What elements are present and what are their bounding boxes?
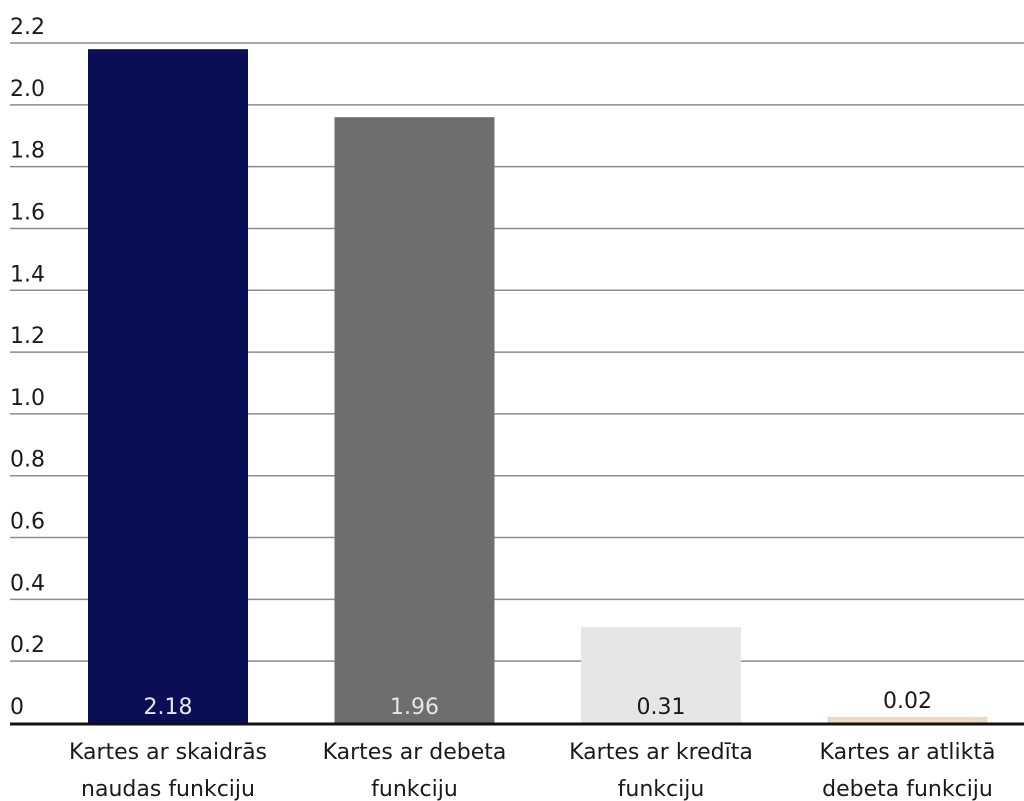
value-labels: 2.18 1.96 0.31 0.02 — [144, 689, 932, 720]
y-tick-label-0: 0 — [10, 695, 24, 720]
category-label-2-line-1: funkciju — [618, 777, 705, 801]
category-label-0-line-1: naudas funkciju — [81, 777, 255, 801]
category-label-1-line-0: Kartes ar debeta — [323, 740, 507, 765]
y-tick-label-6: 1.2 — [10, 324, 45, 349]
category-label-2-line-0: Kartes ar kredīta — [569, 740, 753, 765]
y-tick-label-8: 1.6 — [10, 200, 45, 225]
y-tick-label-5: 1.0 — [10, 386, 45, 411]
value-label-0: 2.18 — [144, 695, 193, 720]
bar-1 — [334, 117, 495, 723]
value-label-1: 1.96 — [390, 695, 439, 720]
value-label-2: 0.31 — [637, 695, 686, 720]
y-tick-label-1: 0.2 — [10, 633, 45, 658]
y-tick-label-10: 2.0 — [10, 77, 45, 102]
category-label-3-line-1: debeta funkciju — [822, 777, 993, 801]
y-tick-label-2: 0.4 — [10, 571, 45, 596]
x-axis-category-labels: Kartes ar skaidrās naudas funkciju Kartes … — [69, 740, 995, 801]
y-tick-label-11: 2.2 — [10, 15, 45, 40]
bar-2 — [581, 627, 741, 723]
value-label-3: 0.02 — [883, 689, 932, 714]
bars — [88, 49, 988, 723]
bar-3 — [827, 716, 988, 723]
y-tick-label-3: 0.6 — [10, 510, 45, 535]
y-tick-label-9: 1.8 — [10, 139, 45, 164]
y-tick-label-4: 0.8 — [10, 448, 45, 473]
bar-0 — [88, 49, 248, 723]
y-tick-label-7: 1.4 — [10, 262, 45, 287]
y-axis-tick-labels: 0 0.2 0.4 0.6 0.8 1.0 1.2 1.4 1.6 1.8 2.0 2.2 — [10, 15, 45, 720]
category-label-3-line-0: Kartes ar atliktā — [820, 740, 996, 765]
category-label-1-line-1: funkciju — [371, 777, 458, 801]
category-label-0-line-0: Kartes ar skaidrās — [69, 740, 267, 765]
